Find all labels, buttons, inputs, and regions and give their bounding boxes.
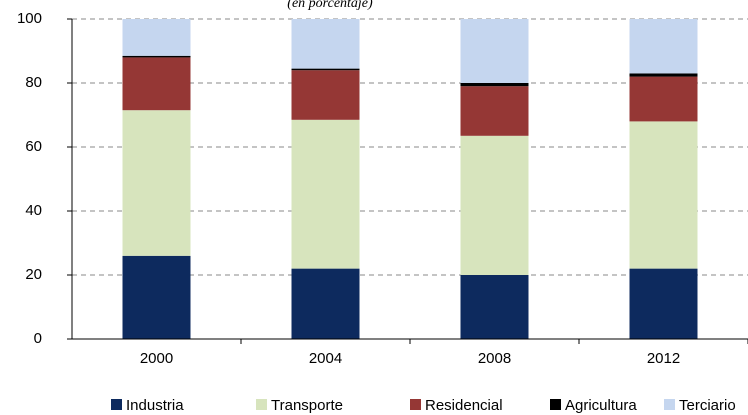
chart-subtitle: (en porcentaje) <box>287 0 373 11</box>
bar-segment <box>122 110 191 256</box>
bar-segment <box>460 83 529 87</box>
bar-segment <box>122 55 191 58</box>
legend-label: Industria <box>126 397 184 414</box>
bar-segment <box>122 57 191 111</box>
x-tick-label: 2004 <box>309 350 342 367</box>
bar-segment <box>122 19 191 56</box>
bar-segment <box>460 275 529 339</box>
legend-swatch <box>664 399 675 410</box>
x-tick-label: 2000 <box>140 350 173 367</box>
legend-swatch <box>111 399 122 410</box>
y-tick-label: 60 <box>25 138 42 155</box>
bar-segment <box>291 19 360 69</box>
bar-segment <box>291 68 360 71</box>
y-tick-label: 20 <box>25 266 42 283</box>
bar-segment <box>291 70 360 120</box>
legend-label: Residencial <box>425 397 503 414</box>
legend-label: Terciario <box>679 397 736 414</box>
bar-segment <box>460 86 529 136</box>
bar-segment <box>629 73 698 77</box>
bar-segment <box>122 255 191 339</box>
bar-segment <box>291 119 360 269</box>
legend-label: Agricultura <box>565 397 637 414</box>
legend-swatch <box>550 399 561 410</box>
bar-segment <box>629 121 698 269</box>
y-tick-label: 100 <box>17 10 42 27</box>
legend-swatch <box>410 399 421 410</box>
y-tick-label: 0 <box>34 330 42 347</box>
x-tick-label: 2008 <box>478 350 511 367</box>
bar-segment <box>460 19 529 83</box>
y-tick-label: 80 <box>25 74 42 91</box>
legend-swatch <box>256 399 267 410</box>
bar-segment <box>291 268 360 339</box>
bar-segment <box>629 19 698 74</box>
legend-label: Transporte <box>271 397 343 414</box>
bar-segment <box>629 76 698 122</box>
bar-segment <box>629 268 698 339</box>
y-tick-label: 40 <box>25 202 42 219</box>
bar-segment <box>460 135 529 275</box>
x-tick-label: 2012 <box>647 350 680 367</box>
